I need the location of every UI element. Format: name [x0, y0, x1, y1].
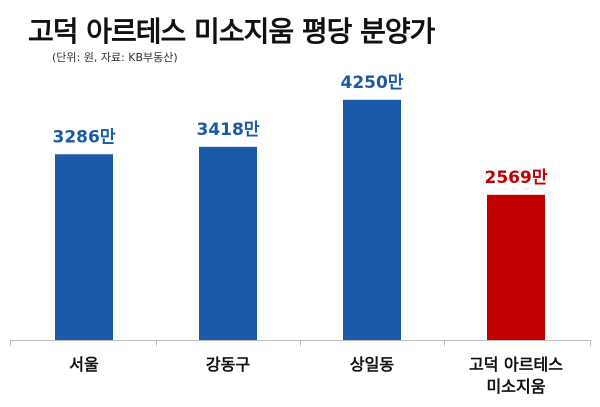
bar-value-label: 2569만 — [485, 168, 548, 188]
chart-subtitle: (단위: 원, 자료: KB부동산) — [52, 51, 178, 64]
x-tick-label: 서울 — [69, 355, 99, 374]
bar-2 — [199, 146, 257, 340]
bar-value-label: 3418만 — [197, 120, 260, 140]
bar-1 — [55, 154, 113, 340]
x-tick-label: 강동구 — [206, 355, 250, 374]
bar-value-label: 3286만 — [53, 127, 116, 147]
x-tick-label: 고덕 아르테스 미소지움 — [469, 355, 563, 396]
bar-value-label: 4250만 — [341, 73, 404, 93]
bar-3 — [343, 99, 401, 340]
x-tick-label: 상일동 — [350, 355, 394, 374]
chart-title: 고덕 아르테스 미소지움 평당 분양가 — [28, 15, 435, 48]
bar-4 — [487, 194, 545, 340]
